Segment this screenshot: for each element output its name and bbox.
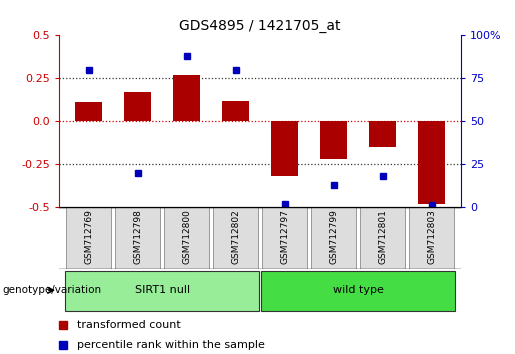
Bar: [173, 75, 200, 121]
FancyBboxPatch shape: [311, 207, 356, 269]
Text: GSM712801: GSM712801: [378, 209, 387, 264]
FancyBboxPatch shape: [66, 207, 111, 269]
FancyBboxPatch shape: [261, 271, 455, 311]
Bar: [271, 121, 298, 176]
FancyBboxPatch shape: [213, 207, 258, 269]
Text: GSM712802: GSM712802: [231, 209, 240, 264]
FancyBboxPatch shape: [409, 207, 454, 269]
Bar: [369, 121, 396, 147]
FancyBboxPatch shape: [65, 271, 259, 311]
Text: GSM712797: GSM712797: [280, 209, 289, 264]
FancyBboxPatch shape: [115, 207, 160, 269]
Text: GSM712799: GSM712799: [329, 209, 338, 264]
FancyBboxPatch shape: [262, 207, 307, 269]
FancyBboxPatch shape: [360, 207, 405, 269]
Text: GSM712769: GSM712769: [84, 209, 93, 264]
Text: genotype/variation: genotype/variation: [3, 285, 101, 295]
Text: GSM712798: GSM712798: [133, 209, 142, 264]
Title: GDS4895 / 1421705_at: GDS4895 / 1421705_at: [179, 19, 341, 33]
Text: GSM712800: GSM712800: [182, 209, 191, 264]
Bar: [222, 101, 249, 121]
Bar: [418, 121, 445, 204]
Bar: [320, 121, 347, 159]
Text: percentile rank within the sample: percentile rank within the sample: [77, 340, 265, 350]
Text: transformed count: transformed count: [77, 320, 181, 330]
FancyBboxPatch shape: [164, 207, 209, 269]
Bar: [124, 92, 151, 121]
Bar: [75, 102, 102, 121]
Text: GSM712803: GSM712803: [427, 209, 436, 264]
Text: wild type: wild type: [333, 285, 384, 295]
Text: SIRT1 null: SIRT1 null: [134, 285, 190, 295]
